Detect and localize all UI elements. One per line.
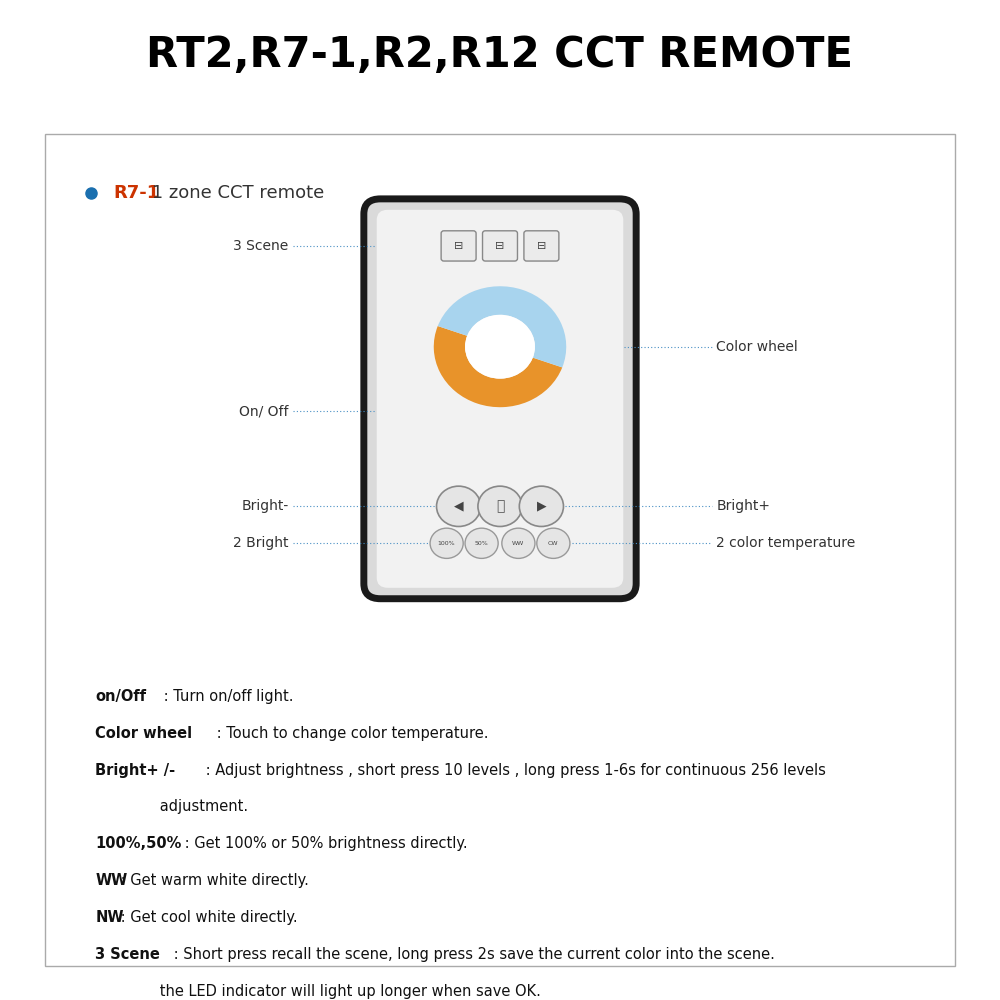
Text: ⏻: ⏻ — [496, 499, 504, 513]
FancyBboxPatch shape — [441, 231, 476, 261]
Text: Color wheel: Color wheel — [716, 340, 798, 354]
Text: NW: NW — [95, 910, 124, 925]
Text: adjustment.: adjustment. — [95, 799, 248, 814]
Text: 50%: 50% — [475, 541, 488, 546]
Text: Color wheel: Color wheel — [95, 726, 192, 741]
FancyBboxPatch shape — [45, 134, 955, 966]
Text: WW: WW — [95, 873, 127, 888]
FancyBboxPatch shape — [483, 231, 517, 261]
Text: : Get 100% or 50% brightness directly.: : Get 100% or 50% brightness directly. — [180, 836, 467, 851]
Circle shape — [519, 486, 563, 526]
Text: 2 color temperature: 2 color temperature — [716, 536, 855, 550]
FancyBboxPatch shape — [524, 231, 559, 261]
Text: 1 zone CCT remote: 1 zone CCT remote — [146, 184, 324, 202]
Text: the LED indicator will light up longer when save OK.: the LED indicator will light up longer w… — [95, 984, 541, 999]
Circle shape — [478, 486, 522, 526]
Circle shape — [430, 528, 463, 558]
Text: Bright-: Bright- — [241, 499, 288, 513]
Text: 3 Scene: 3 Scene — [233, 239, 288, 253]
Text: 100%,50%: 100%,50% — [95, 836, 182, 851]
Circle shape — [502, 528, 535, 558]
Text: ▶: ▶ — [537, 500, 546, 513]
Text: R7-1: R7-1 — [114, 184, 160, 202]
Circle shape — [465, 315, 535, 379]
Text: ⊟: ⊟ — [454, 241, 463, 251]
Circle shape — [465, 528, 498, 558]
FancyBboxPatch shape — [364, 199, 636, 599]
Text: RT2,R7-1,R2,R12 CCT REMOTE: RT2,R7-1,R2,R12 CCT REMOTE — [146, 34, 854, 76]
Text: : Adjust brightness , short press 10 levels , long press 1-6s for continuous 256: : Adjust brightness , short press 10 lev… — [201, 763, 826, 778]
Text: ⊟: ⊟ — [495, 241, 505, 251]
Text: Bright+: Bright+ — [716, 499, 770, 513]
Text: 3 Scene: 3 Scene — [95, 947, 160, 962]
Text: WW: WW — [512, 541, 525, 546]
Text: : Short press recall the scene, long press 2s save the current color into the sc: : Short press recall the scene, long pre… — [169, 947, 775, 962]
Text: on/Off: on/Off — [95, 689, 146, 704]
Text: ⊟: ⊟ — [537, 241, 546, 251]
Circle shape — [437, 486, 481, 526]
Text: 2 Bright: 2 Bright — [233, 536, 288, 550]
Text: 100%: 100% — [438, 541, 455, 546]
Wedge shape — [438, 286, 566, 367]
Text: Bright+ /-: Bright+ /- — [95, 763, 175, 778]
Text: : Touch to change color temperature.: : Touch to change color temperature. — [212, 726, 488, 741]
FancyBboxPatch shape — [377, 210, 623, 588]
Wedge shape — [434, 326, 562, 407]
Text: : Get warm white directly.: : Get warm white directly. — [116, 873, 309, 888]
Text: ◀: ◀ — [454, 500, 463, 513]
Circle shape — [537, 528, 570, 558]
Text: On/ Off: On/ Off — [239, 404, 288, 418]
Text: : Get cool white directly.: : Get cool white directly. — [116, 910, 298, 925]
Text: : Turn on/off light.: : Turn on/off light. — [159, 689, 293, 704]
Text: CW: CW — [548, 541, 559, 546]
